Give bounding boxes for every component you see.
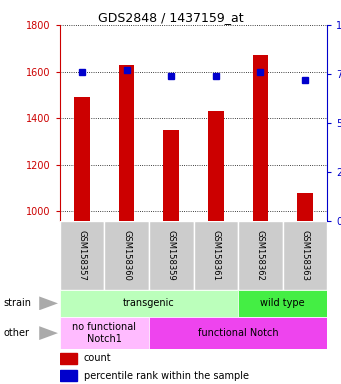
- Text: functional Notch: functional Notch: [198, 328, 279, 338]
- Polygon shape: [39, 296, 58, 310]
- Text: GSM158359: GSM158359: [167, 230, 176, 281]
- Bar: [208, 111, 224, 221]
- Bar: [104, 221, 149, 290]
- Text: GSM158360: GSM158360: [122, 230, 131, 281]
- Text: GSM158361: GSM158361: [211, 230, 220, 281]
- Bar: [60, 370, 77, 381]
- Text: count: count: [84, 353, 112, 363]
- Bar: [238, 290, 327, 317]
- Bar: [74, 97, 90, 221]
- Bar: [60, 221, 104, 290]
- Bar: [149, 221, 194, 290]
- Bar: [119, 65, 134, 221]
- Bar: [283, 221, 327, 290]
- Bar: [163, 130, 179, 221]
- Bar: [60, 353, 77, 364]
- Bar: [238, 221, 283, 290]
- Text: GSM158362: GSM158362: [256, 230, 265, 281]
- Bar: [297, 193, 313, 221]
- Text: percentile rank within the sample: percentile rank within the sample: [84, 371, 249, 381]
- Text: transgenic: transgenic: [123, 298, 175, 308]
- Text: other: other: [3, 328, 29, 338]
- Polygon shape: [39, 326, 58, 340]
- Text: strain: strain: [3, 298, 31, 308]
- Bar: [194, 221, 238, 290]
- Text: GSM158363: GSM158363: [300, 230, 310, 281]
- Bar: [253, 55, 268, 221]
- Bar: [60, 290, 238, 317]
- Bar: [149, 317, 327, 349]
- Text: GSM158357: GSM158357: [77, 230, 87, 281]
- Text: no functional
Notch1: no functional Notch1: [72, 322, 136, 344]
- Text: GDS2848 / 1437159_at: GDS2848 / 1437159_at: [98, 11, 243, 24]
- Text: wild type: wild type: [261, 298, 305, 308]
- Bar: [60, 317, 149, 349]
